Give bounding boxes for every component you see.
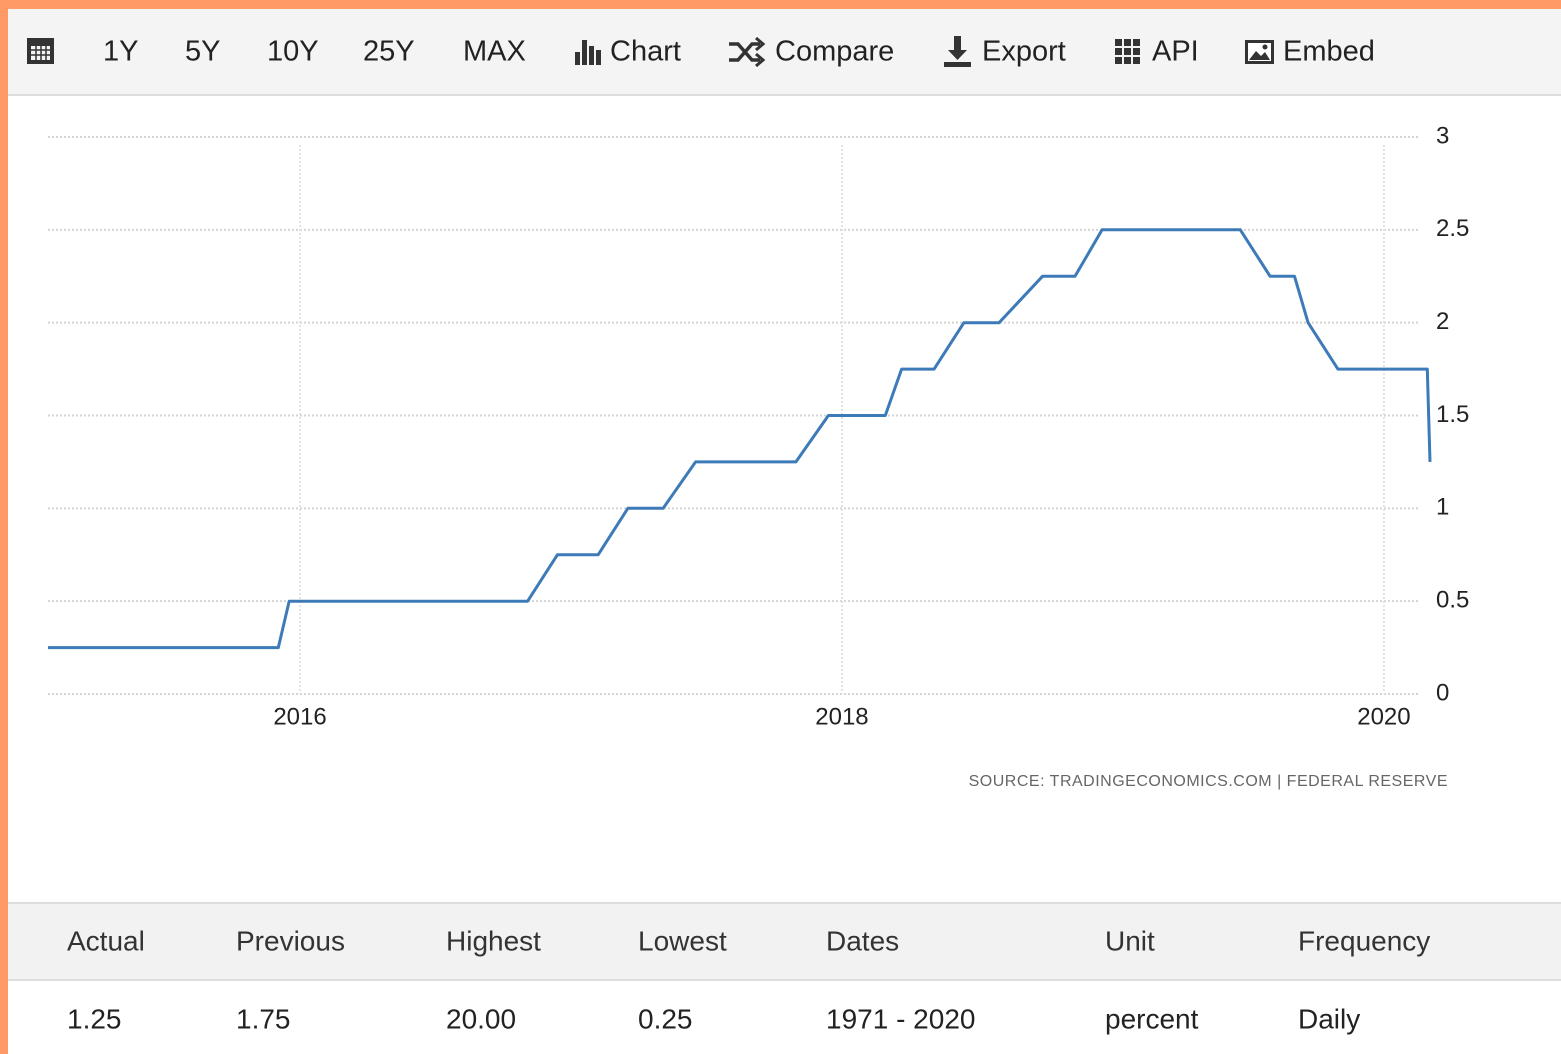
x-tick-label: 2020 xyxy=(1357,703,1410,730)
table-cell: 20.00 xyxy=(446,1003,516,1034)
export-icon xyxy=(944,36,971,67)
toolbar-button[interactable]: Compare xyxy=(775,36,894,68)
y-tick-label: 2 xyxy=(1436,308,1449,335)
table-cell: 1.75 xyxy=(236,1003,291,1034)
y-tick-label: 1.5 xyxy=(1436,401,1469,428)
toolbar-button[interactable]: Embed xyxy=(1283,36,1375,68)
table-header-bg xyxy=(8,903,1561,980)
table-header: Actual xyxy=(67,925,145,956)
table-header: Lowest xyxy=(638,925,727,956)
y-tick-label: 0.5 xyxy=(1436,587,1469,614)
source: SOURCE: TRADINGECONOMICS.COM | FEDERAL R… xyxy=(969,773,1448,790)
toolbar-button[interactable]: 10Y xyxy=(267,36,319,68)
toolbar-button[interactable]: 25Y xyxy=(363,36,415,68)
x-tick-label: 2016 xyxy=(273,703,326,730)
api-icon xyxy=(1115,39,1140,64)
chart-icon xyxy=(575,40,601,65)
y-tick-label: 3 xyxy=(1436,122,1449,149)
table-header: Previous xyxy=(236,925,345,956)
y-tick-label: 0 xyxy=(1436,679,1449,706)
toolbar-button[interactable]: 5Y xyxy=(185,36,220,68)
y-tick-label: 1 xyxy=(1436,494,1449,521)
table-header: Frequency xyxy=(1298,925,1430,956)
calendar-icon[interactable] xyxy=(27,38,54,64)
y-tick-label: 2.5 xyxy=(1436,215,1469,242)
table-cell: percent xyxy=(1105,1003,1199,1034)
toolbar-button[interactable]: 1Y xyxy=(103,36,138,68)
table-header: Dates xyxy=(826,925,899,956)
toolbar-button[interactable]: Chart xyxy=(610,36,681,68)
toolbar-button[interactable]: Export xyxy=(982,36,1066,68)
content xyxy=(8,9,1561,1054)
embed-icon xyxy=(1245,40,1274,64)
compare-icon xyxy=(729,36,766,68)
data-line xyxy=(48,228,1432,650)
table-header: Unit xyxy=(1105,925,1155,956)
table-cell: Daily xyxy=(1298,1003,1360,1034)
table-cell: 1.25 xyxy=(67,1003,122,1034)
toolbar-button[interactable]: MAX xyxy=(463,36,526,68)
table-cell: 1971 - 2020 xyxy=(826,1003,975,1034)
table-cell: 0.25 xyxy=(638,1003,693,1034)
toolbar xyxy=(8,9,1561,95)
x-tick-label: 2018 xyxy=(815,703,868,730)
toolbar-button[interactable]: API xyxy=(1152,36,1199,68)
table-header: Highest xyxy=(446,925,541,956)
